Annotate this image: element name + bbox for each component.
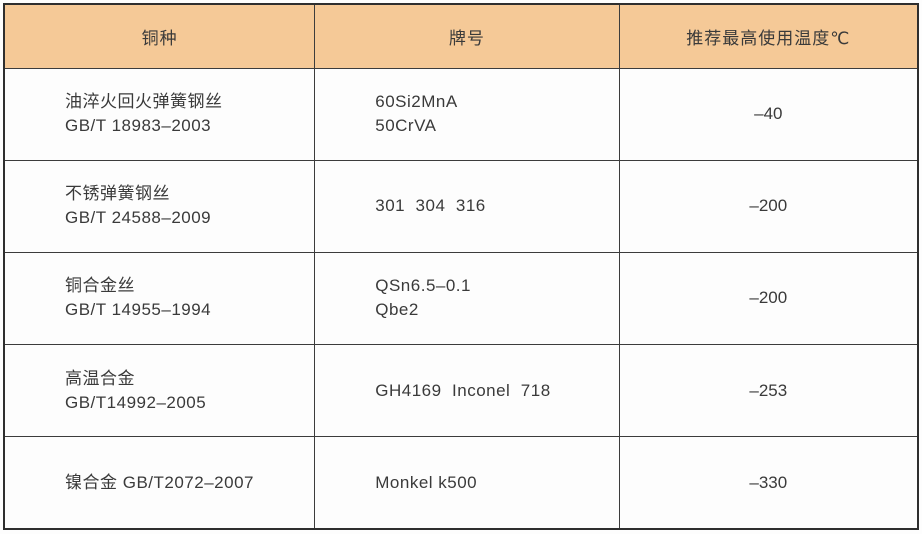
grade-value: 50CrVA [375,116,437,136]
grade-value: 301 304 316 [375,196,486,216]
material-name: 不锈弹簧钢丝 [65,184,170,204]
table-row: 高温合金 GB/T14992–2005 GH4169 Inconel 718 –… [3,344,919,438]
material-standard: GB/T 18983–2003 [65,116,212,136]
grade-value: QSn6.5–0.1 [375,276,471,296]
material-cell: 镍合金 GB/T2072–2007 [3,436,316,530]
temperature-cell: –40 [618,67,919,161]
table-row: 油淬火回火弹簧钢丝 GB/T 18983–2003 60Si2MnA 50CrV… [3,67,919,161]
table-row: 铜合金丝 GB/T 14955–1994 QSn6.5–0.1 Qbe2 –20… [3,251,919,346]
grade-value: Qbe2 [375,300,419,320]
grade-cell: Monkel k500 [314,436,620,530]
material-cell: 高温合金 GB/T14992–2005 [3,344,316,438]
material-name: 铜合金丝 [65,276,135,296]
grade-value: GH4169 Inconel 718 [375,380,551,400]
grade-value: 60Si2MnA [375,92,458,112]
temperature-cell: –253 [618,344,919,438]
material-standard: GB/T14992–2005 [65,392,207,412]
grade-cell: QSn6.5–0.1 Qbe2 [314,251,620,346]
material-name: 镍合金 GB/T2072–2007 [65,472,254,492]
temperature-cell: –330 [618,436,919,530]
material-cell: 油淬火回火弹簧钢丝 GB/T 18983–2003 [3,67,316,161]
header-temperature: 推荐最高使用温度℃ [618,3,919,69]
grade-cell: 301 304 316 [314,159,620,253]
material-standard: GB/T 24588–2009 [65,208,212,228]
table-row: 不锈弹簧钢丝 GB/T 24588–2009 301 304 316 –200 [3,159,919,253]
grade-value: Monkel k500 [375,472,478,492]
material-cell: 不锈弹簧钢丝 GB/T 24588–2009 [3,159,316,253]
grade-cell: GH4169 Inconel 718 [314,344,620,438]
material-name: 高温合金 [65,368,135,388]
table-header-row: 铜种 牌号 推荐最高使用温度℃ [3,3,919,69]
table-row: 镍合金 GB/T2072–2007 Monkel k500 –330 [3,436,919,530]
material-spec-table: 铜种 牌号 推荐最高使用温度℃ 油淬火回火弹簧钢丝 GB/T 18983–200… [3,3,919,530]
header-material: 铜种 [3,3,316,69]
material-name: 油淬火回火弹簧钢丝 [65,92,223,112]
material-standard: GB/T 14955–1994 [65,300,212,320]
material-cell: 铜合金丝 GB/T 14955–1994 [3,251,316,346]
temperature-cell: –200 [618,251,919,346]
grade-cell: 60Si2MnA 50CrVA [314,67,620,161]
header-grade: 牌号 [314,3,620,69]
temperature-cell: –200 [618,159,919,253]
